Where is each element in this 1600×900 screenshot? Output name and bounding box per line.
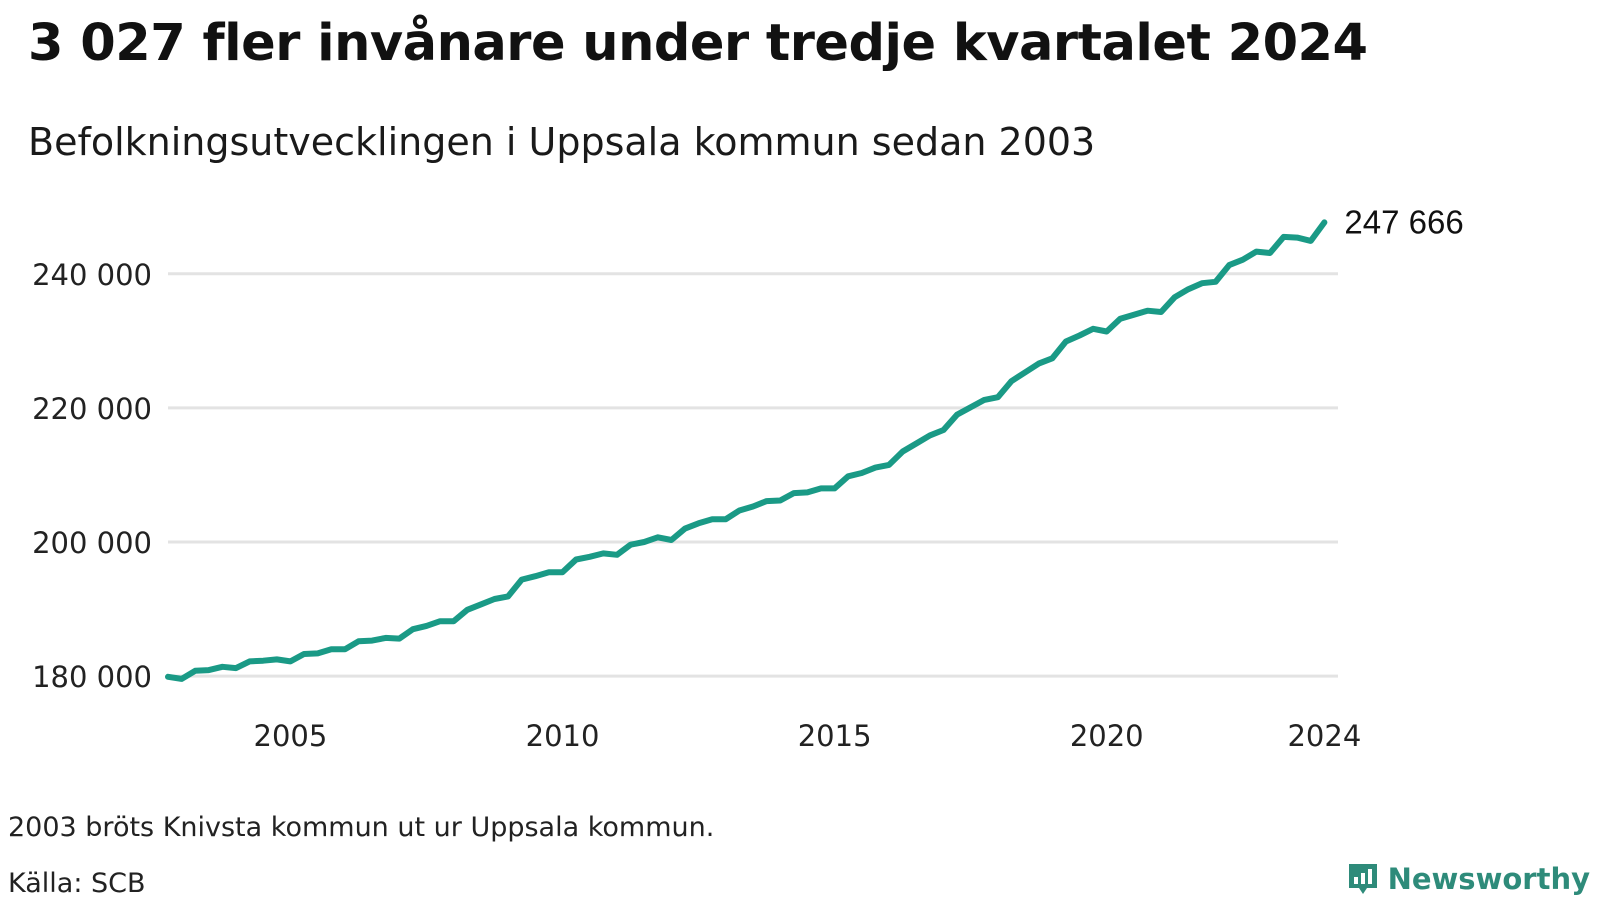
chart-subtitle: Befolkningsutvecklingen i Uppsala kommun… xyxy=(28,120,1096,164)
y-tick-label: 240 000 xyxy=(32,258,152,292)
brand-name: Newsworthy xyxy=(1387,862,1590,896)
x-tick-label: 2024 xyxy=(1287,719,1361,753)
gridlines xyxy=(168,272,1338,678)
end-value-label-group: 247 666 xyxy=(1344,203,1463,240)
x-tick-label: 2005 xyxy=(254,719,328,753)
source-label: Källa: SCB xyxy=(8,868,146,899)
chart-title: 3 027 fler invånare under tredje kvartal… xyxy=(28,14,1368,73)
y-tick-label: 180 000 xyxy=(32,660,152,694)
line-chart: 180 000 200 000 220 000 240 000 2005 2010 201… xyxy=(32,203,1464,753)
y-tick-label: 200 000 xyxy=(32,526,152,560)
newsworthy-brand[interactable]: Newsworthy xyxy=(1346,861,1590,897)
x-tick-label: 2010 xyxy=(526,719,600,753)
y-axis-tick-labels: 180 000 200 000 220 000 240 000 xyxy=(32,258,152,694)
y-tick-label: 220 000 xyxy=(32,392,152,426)
x-tick-label: 2015 xyxy=(798,719,872,753)
series-line xyxy=(165,219,1328,682)
x-tick-label: 2020 xyxy=(1070,719,1144,753)
population-series xyxy=(165,219,1328,682)
end-value-label: 247 666 xyxy=(1344,203,1463,240)
newsworthy-logo-icon xyxy=(1348,864,1377,894)
x-axis-tick-labels: 2005 2010 2015 2020 2024 xyxy=(254,719,1362,753)
footnote: 2003 bröts Knivsta kommun ut ur Uppsala … xyxy=(8,812,715,843)
